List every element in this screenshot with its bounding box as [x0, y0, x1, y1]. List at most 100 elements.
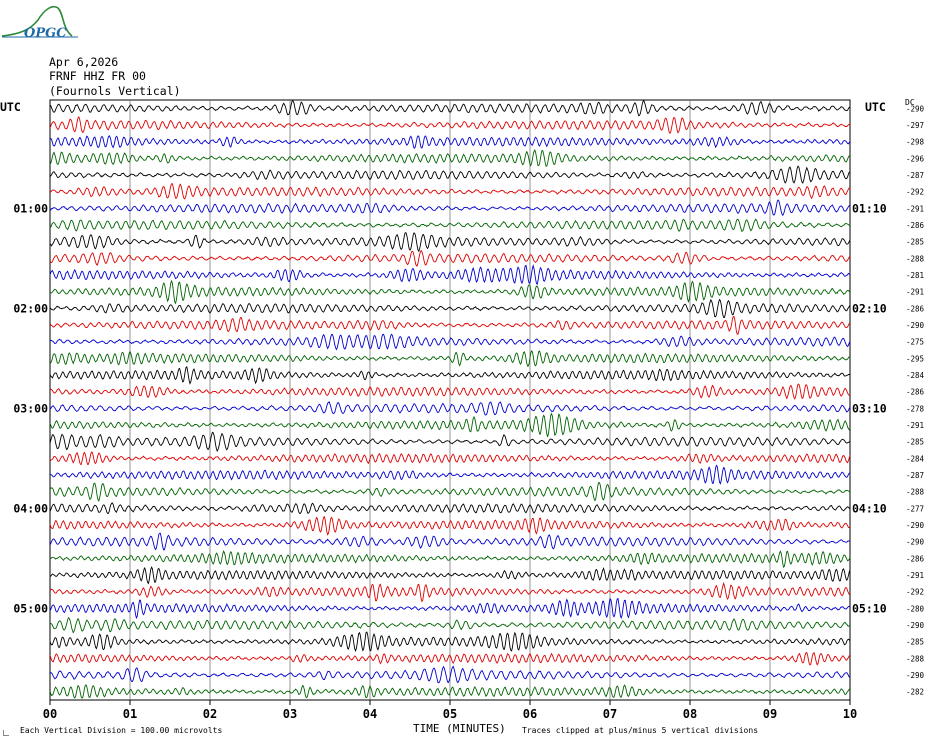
x-tick-label: 10 [843, 707, 857, 721]
right-hour-label: 02:10 [852, 301, 887, 315]
dc-offset-label: -291 [906, 204, 924, 213]
footer-logo-mark [3, 730, 9, 736]
dc-offset-label: -290 [906, 521, 925, 530]
trace-line [49, 597, 851, 620]
dc-offset-label: -286 [906, 554, 925, 563]
dc-offset-label: -292 [906, 188, 924, 197]
dc-offset-label: -288 [906, 488, 925, 497]
left-utc-label: UTC [0, 100, 21, 114]
date-label: Apr 6,2026 [49, 55, 119, 69]
dc-offset-label: -284 [906, 371, 925, 380]
trace-line [49, 350, 851, 367]
dc-offset-label: -290 [906, 671, 925, 680]
trace-line [49, 218, 851, 232]
dc-offset-label: -298 [906, 138, 925, 147]
trace-line [49, 532, 850, 551]
logo-text: OPGC [24, 26, 67, 41]
dc-offset-label: -278 [906, 404, 925, 413]
trace-line [49, 631, 851, 653]
x-tick-label: 01 [123, 707, 137, 721]
dc-offset-label: -290 [906, 538, 925, 547]
x-tick-label: 00 [43, 707, 57, 721]
trace-line [49, 412, 851, 438]
dc-offset-label: -285 [906, 238, 924, 247]
dc-offset-label: -287 [906, 171, 924, 180]
trace-line [49, 298, 851, 319]
trace-line [49, 651, 851, 666]
dc-offset-label: -295 [906, 354, 924, 363]
dc-offset-label: -296 [906, 154, 925, 163]
trace-line [49, 502, 851, 515]
right-hour-label: 03:10 [852, 401, 887, 415]
dc-offset-label: -286 [906, 304, 925, 313]
dc-offset-label: -284 [906, 454, 925, 463]
left-hour-label: 03:00 [13, 401, 48, 415]
trace-line [49, 515, 851, 536]
dc-offset-label: -290 [906, 104, 925, 113]
trace-line [49, 199, 851, 217]
x-tick-label: 06 [523, 707, 537, 721]
trace-line [49, 316, 851, 335]
station-label: FRNF HHZ FR 00 [49, 69, 146, 83]
trace-line [49, 279, 851, 305]
trace-line [49, 115, 851, 134]
opgc-logo [1, 5, 78, 38]
trace-line [49, 566, 851, 585]
trace-line [49, 616, 851, 634]
dc-offset-label: -285 [906, 438, 924, 447]
trace-line [49, 165, 851, 184]
trace-line [49, 665, 851, 684]
dc-offset-label: -282 [906, 688, 924, 697]
trace-line [49, 149, 851, 167]
left-hour-label: 01:00 [13, 201, 48, 215]
dc-offset-label: -290 [906, 321, 925, 330]
trace-line [49, 481, 851, 502]
trace-line [49, 431, 851, 453]
x-tick-label: 04 [363, 707, 377, 721]
location-label: (Fournols Vertical) [49, 84, 181, 98]
x-tick-label: 07 [603, 707, 617, 721]
trace-line [49, 134, 851, 149]
dc-offset-label: -286 [906, 221, 925, 230]
trace-line [49, 464, 851, 485]
right-utc-label: UTC [865, 100, 886, 114]
trace-line [49, 232, 851, 253]
dc-offset-label: -292 [906, 588, 924, 597]
left-hour-label: 02:00 [13, 301, 48, 315]
dc-label: DC [905, 98, 915, 107]
trace-line [49, 451, 851, 466]
x-tick-label: 02 [203, 707, 217, 721]
trace-line [49, 263, 851, 286]
right-hour-label: 01:10 [852, 201, 887, 215]
trace-line [49, 333, 851, 351]
clip-note: Traces clipped at plus/minus 5 vertical … [522, 726, 759, 735]
dc-offset-label: -291 [906, 288, 924, 297]
dc-offset-label: -277 [906, 504, 924, 513]
dc-offset-label: -297 [906, 121, 924, 130]
dc-offset-label: -291 [906, 571, 924, 580]
trace-line [49, 401, 851, 416]
trace-line [49, 183, 851, 200]
dc-offset-label: -288 [906, 654, 925, 663]
dc-offset-label: -275 [906, 338, 924, 347]
x-tick-label: 05 [443, 707, 457, 721]
trace-line [49, 684, 851, 699]
dc-offset-label: -286 [906, 388, 925, 397]
x-tick-label: 08 [683, 707, 697, 721]
dc-offset-label: -285 [906, 638, 924, 647]
right-hour-label: 04:10 [852, 501, 887, 515]
trace-line [49, 550, 851, 569]
trace-line [49, 249, 851, 267]
dc-offset-label: -280 [906, 604, 925, 613]
scale-note: Each Vertical Division = 100.00 microvol… [20, 726, 223, 735]
left-hour-label: 05:00 [13, 601, 48, 615]
x-tick-label: 09 [763, 707, 777, 721]
left-hour-label: 04:00 [13, 501, 48, 515]
dc-offset-label: -290 [906, 621, 925, 630]
trace-line [49, 365, 851, 385]
dc-offset-label: -288 [906, 254, 925, 263]
x-axis-title: TIME (MINUTES) [413, 722, 506, 735]
trace-line [49, 581, 851, 603]
trace-line [49, 99, 851, 117]
dc-offset-label: -281 [906, 271, 924, 280]
